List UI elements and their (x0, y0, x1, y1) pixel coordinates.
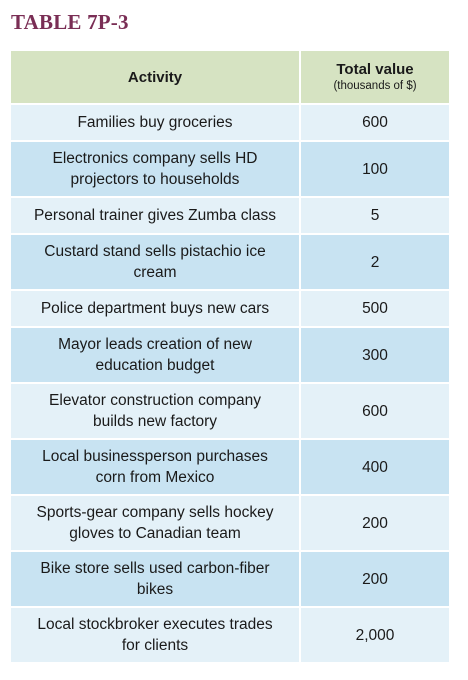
table-row: Electronics company sells HD projectors … (11, 140, 449, 197)
table-row: Elevator construction company builds new… (11, 382, 449, 439)
table-row: Bike store sells used carbon-fiber bikes… (11, 550, 449, 607)
activity-cell: Families buy groceries (11, 103, 301, 141)
activity-cell: Police department buys new cars (11, 289, 301, 327)
table-row: Police department buys new cars 500 (11, 289, 449, 327)
activity-value-table: Activity Total value (thousands of $) Fa… (11, 51, 449, 662)
value-cell: 300 (300, 326, 449, 383)
table-row: Mayor leads creation of new education bu… (11, 326, 449, 383)
activity-cell: Bike store sells used carbon-fiber bikes (11, 550, 301, 607)
value-cell: 600 (300, 103, 449, 141)
value-cell: 500 (300, 289, 449, 327)
table-title: TABLE 7P-3 (11, 10, 129, 34)
table-row: Local businessperson purchases corn from… (11, 438, 449, 495)
value-cell: 2 (300, 233, 449, 290)
value-cell: 200 (300, 494, 449, 551)
value-cell: 2,000 (300, 606, 449, 662)
activity-cell: Local stockbroker executes trades for cl… (11, 606, 301, 662)
value-cell: 400 (300, 438, 449, 495)
header-value-unit: (thousands of $) (333, 80, 417, 92)
table-row: Sports-gear company sells hockey gloves … (11, 494, 449, 551)
activity-cell: Personal trainer gives Zumba class (11, 196, 301, 234)
table-row: Local stockbroker executes trades for cl… (11, 606, 449, 662)
table-row: Personal trainer gives Zumba class 5 (11, 196, 449, 234)
activity-cell: Custard stand sells pistachio ice cream (11, 233, 301, 290)
activity-cell: Mayor leads creation of new education bu… (11, 326, 301, 383)
table-row: Families buy groceries 600 (11, 103, 449, 141)
value-cell: 600 (300, 382, 449, 439)
table-row: Custard stand sells pistachio ice cream … (11, 233, 449, 290)
activity-cell: Local businessperson purchases corn from… (11, 438, 301, 495)
header-total-value-label: Total value (336, 61, 414, 78)
header-total-value: Total value (thousands of $) (300, 51, 449, 104)
value-cell: 100 (300, 140, 449, 197)
activity-cell: Electronics company sells HD projectors … (11, 140, 301, 197)
value-cell: 200 (300, 550, 449, 607)
activity-cell: Sports-gear company sells hockey gloves … (11, 494, 301, 551)
header-activity: Activity (11, 51, 301, 104)
table-header-row: Activity Total value (thousands of $) (11, 51, 449, 104)
value-cell: 5 (300, 196, 449, 234)
activity-cell: Elevator construction company builds new… (11, 382, 301, 439)
